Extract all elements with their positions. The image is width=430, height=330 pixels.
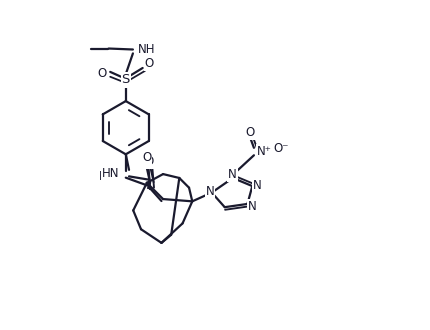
Text: O⁻: O⁻ [273,142,289,155]
Text: N: N [248,200,256,213]
Text: O: O [144,155,154,168]
Text: O: O [97,67,106,80]
Text: O: O [144,57,154,70]
Text: N: N [206,185,215,198]
Text: S: S [122,74,130,86]
Text: O: O [142,151,151,164]
Text: O: O [246,126,255,139]
Text: NH: NH [138,43,155,56]
Text: HN: HN [102,167,119,180]
Text: N: N [228,168,236,181]
Text: N: N [253,179,262,192]
Text: HN: HN [98,170,116,183]
Text: N⁺: N⁺ [257,145,272,158]
